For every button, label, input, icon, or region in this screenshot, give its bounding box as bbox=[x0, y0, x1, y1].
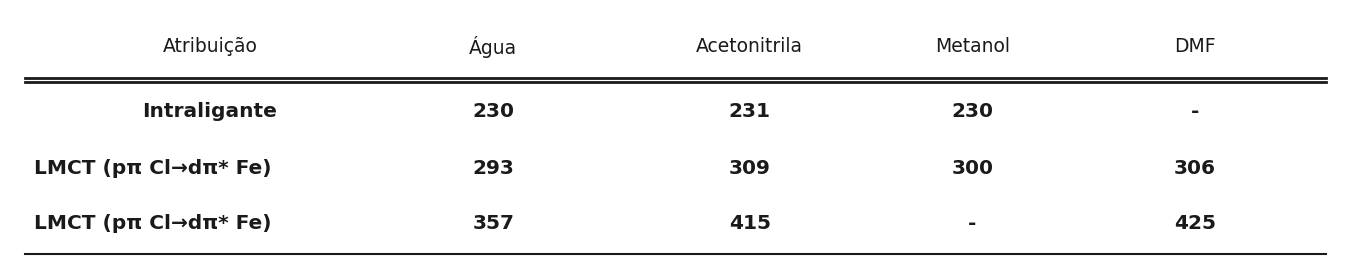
Text: -: - bbox=[1192, 102, 1200, 121]
Text: Acetonitrila: Acetonitrila bbox=[696, 37, 804, 56]
Text: Metanol: Metanol bbox=[935, 37, 1011, 56]
Text: 306: 306 bbox=[1174, 159, 1216, 178]
Text: 415: 415 bbox=[728, 214, 770, 233]
Text: 230: 230 bbox=[473, 102, 515, 121]
Text: -: - bbox=[969, 214, 977, 233]
Text: 357: 357 bbox=[473, 214, 515, 233]
Text: Atribuição: Atribuição bbox=[162, 37, 257, 56]
Text: 293: 293 bbox=[473, 159, 515, 178]
Text: DMF: DMF bbox=[1174, 37, 1216, 56]
Text: LMCT (pπ Cl→dπ* Fe): LMCT (pπ Cl→dπ* Fe) bbox=[34, 159, 272, 178]
Text: 425: 425 bbox=[1174, 214, 1216, 233]
Text: Água: Água bbox=[469, 36, 517, 58]
Text: 230: 230 bbox=[951, 102, 993, 121]
Text: 231: 231 bbox=[728, 102, 770, 121]
Text: Intraligante: Intraligante bbox=[142, 102, 277, 121]
Text: 309: 309 bbox=[728, 159, 770, 178]
Text: LMCT (pπ Cl→dπ* Fe): LMCT (pπ Cl→dπ* Fe) bbox=[34, 214, 272, 233]
Text: 300: 300 bbox=[951, 159, 993, 178]
